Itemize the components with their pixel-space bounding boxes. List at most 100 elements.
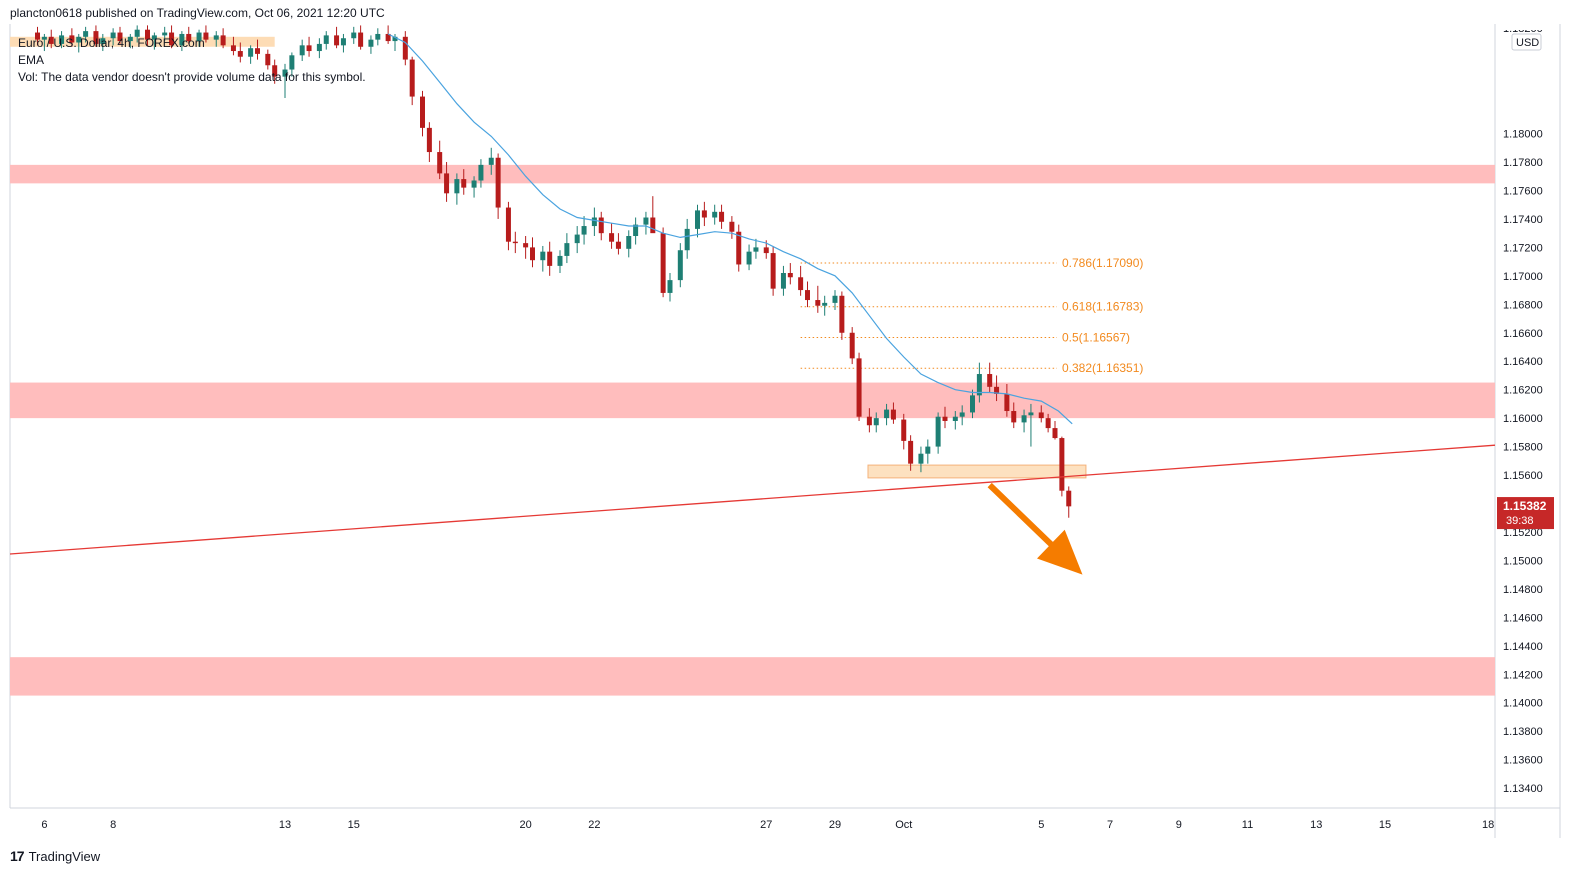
candle-body [935, 416, 941, 447]
candle-body [248, 48, 254, 57]
time-tick-label: 8 [110, 819, 116, 831]
current-price-label: 1.15382 [1503, 499, 1547, 513]
candle-body [444, 173, 450, 194]
candle-body [230, 45, 236, 52]
candle-body [609, 233, 615, 242]
candle-body [41, 36, 47, 40]
price-tick-label: 1.13400 [1503, 783, 1543, 795]
candle-body [220, 35, 226, 46]
candle-body [660, 233, 666, 293]
tradingview-logo-icon: 17 [10, 848, 25, 864]
candle-body [272, 65, 278, 77]
current-price-badge [1497, 497, 1554, 530]
price-tick-label: 1.17400 [1503, 214, 1543, 226]
candle-body [145, 29, 150, 40]
candle-body [866, 416, 872, 426]
price-tick-label: 1.15800 [1503, 442, 1543, 454]
candle-body [591, 217, 597, 227]
fib-level-label: 0.382(1.16351) [1062, 361, 1143, 375]
candle-body [488, 157, 494, 165]
time-tick-label: 22 [588, 819, 600, 831]
bearish-arrow-icon [987, 482, 1083, 575]
candle-body [48, 36, 54, 44]
candle-body [581, 226, 587, 235]
currency-badge [1511, 33, 1542, 51]
candle-body [461, 179, 467, 188]
ema-indicator-label[interactable]: EMA [18, 53, 45, 67]
candle-body [420, 96, 425, 128]
candle-body [69, 35, 75, 43]
candle-body [547, 251, 553, 266]
legend-highlight-box [10, 36, 275, 47]
candle-body [375, 33, 381, 40]
candle-body [719, 211, 725, 222]
candle-body [976, 374, 982, 396]
candle-body [890, 409, 896, 420]
volume-note: Vol: The data vendor doesn't provide vol… [18, 70, 366, 84]
candle-body [822, 302, 828, 306]
symbol-title[interactable]: Euro / U.S. Dollar, 4h, FOREX.com [18, 36, 205, 50]
time-tick-label: 15 [348, 819, 360, 831]
candle-body [358, 32, 364, 47]
publisher-line: plancton0618 published on TradingView.co… [10, 6, 385, 20]
candle-body [306, 45, 312, 52]
candle-body [736, 231, 742, 265]
candle-body [574, 234, 580, 244]
time-tick-label: 18 [1482, 819, 1494, 831]
currency-label: USD [1516, 37, 1539, 49]
candle-body [557, 255, 563, 266]
candle-body [255, 48, 260, 54]
candle-body [35, 32, 40, 40]
candle-body [815, 300, 821, 306]
candle-body [316, 43, 322, 52]
price-tick-label: 1.15600 [1503, 470, 1543, 482]
candle-body [512, 241, 518, 244]
time-tick-label: 20 [520, 819, 532, 831]
candle-body [763, 247, 769, 254]
candle-body [1011, 411, 1017, 423]
candle-body [684, 228, 690, 251]
price-tick-label: 1.16600 [1503, 328, 1543, 340]
candle-body [873, 418, 879, 426]
candle-body [987, 374, 993, 387]
footer-brand-label: TradingView [28, 848, 101, 864]
candle-body [770, 253, 776, 289]
candle-body [615, 241, 621, 249]
candle-body [392, 36, 398, 42]
candle-body [323, 35, 329, 44]
candle-body [959, 412, 965, 417]
candle-body [530, 247, 535, 261]
candle-body [856, 358, 862, 417]
chart-legend: Euro / U.S. Dollar, 4h, FOREX.com EMA Vo… [18, 35, 366, 86]
candle-body [282, 69, 288, 77]
fib-level-label: 0.5(1.16567) [1062, 330, 1130, 344]
candle-body [564, 243, 570, 256]
candle-body [626, 236, 632, 249]
time-tick-label: 9 [1176, 819, 1182, 831]
candle-body [787, 273, 793, 278]
candle-body [203, 32, 209, 40]
candle-body [677, 250, 683, 281]
candle-body [110, 32, 116, 39]
price-tick-label: 1.14200 [1503, 669, 1543, 681]
candle-body [1066, 490, 1072, 507]
time-tick-label: 13 [279, 819, 291, 831]
candle-body [334, 35, 340, 46]
candle-body [299, 45, 305, 56]
candle-body [695, 210, 700, 229]
candle-body [753, 247, 759, 252]
candle-body [385, 33, 391, 42]
candle-body [901, 419, 907, 441]
candle-body [127, 36, 133, 42]
candle-body [952, 416, 958, 421]
footer-brand[interactable]: 17 TradingView [10, 848, 100, 864]
countdown-label: 39:38 [1506, 515, 1534, 527]
time-tick-label: Oct [895, 819, 912, 831]
candle-body [59, 35, 65, 44]
candle-body [289, 55, 295, 70]
candle-body [650, 217, 656, 234]
time-tick-label: 27 [760, 819, 772, 831]
candle-body [643, 217, 649, 225]
price-tick-label: 1.14600 [1503, 612, 1543, 624]
